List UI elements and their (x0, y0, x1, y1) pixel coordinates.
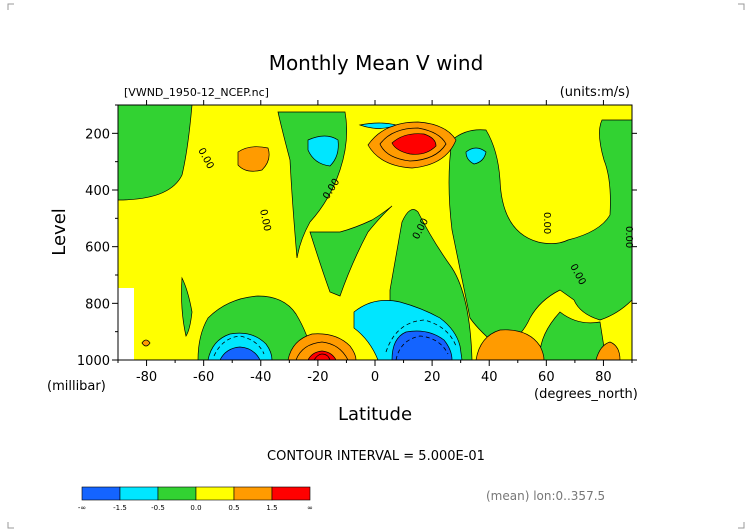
colorbar-swatch (271, 486, 311, 501)
contour-label: 0.00 (623, 226, 634, 248)
plot-area (118, 105, 632, 360)
colorbar-swatch (81, 486, 121, 501)
fill-orange-small (141, 339, 151, 347)
x-tick-label: -20 (307, 370, 328, 385)
fill-blue-center (391, 330, 453, 360)
fill-orange-bottom-right (475, 329, 545, 360)
colorbar-label: 1.5 (266, 504, 277, 512)
fill-cyan-upper (307, 135, 339, 167)
fill-green-strip (181, 276, 193, 337)
fill-cyan-left (207, 332, 273, 360)
fill-cyan-right (465, 147, 487, 165)
colorbar-label: 0.5 (228, 504, 239, 512)
contour-interval: CONTOUR INTERVAL = 5.000E-01 (267, 449, 485, 464)
fill-green-bottom-right (539, 311, 607, 360)
fill-blue-left (219, 346, 261, 360)
mean-info: (mean) lon:0..357.5 (486, 489, 605, 503)
fill-orange-bottom (287, 333, 357, 360)
colorbar-label: 0.0 (190, 504, 201, 512)
x-tick-label: -40 (250, 370, 271, 385)
x-tick-label: 20 (424, 370, 441, 385)
fill-green-mid (309, 205, 393, 297)
y-tick-label: 800 (85, 297, 110, 312)
fill-orange-far-right (595, 341, 621, 360)
x-tick-label: 40 (481, 370, 498, 385)
colorbar: -∞ -1.5 -0.5 0.0 0.5 1.5 ∞ (78, 486, 313, 512)
y-axis-label: Level (49, 208, 70, 256)
y-tick-label: 200 (85, 127, 110, 142)
colorbar-label: ∞ (307, 504, 313, 512)
fill-red-top (391, 133, 437, 155)
units-label: (units:m/s) (560, 85, 630, 100)
colorbar-swatch (157, 486, 197, 501)
x-tick-label: 80 (595, 370, 612, 385)
colorbar-label: -0.5 (151, 504, 165, 512)
x-tick-label: 60 (538, 370, 555, 385)
x-axis-label: Latitude (338, 404, 412, 425)
x-axis: -80 -60 -40 -20 0 20 40 60 80 (117, 100, 633, 385)
colorbar-label: -1.5 (113, 504, 127, 512)
y-tick-label: 600 (85, 241, 110, 256)
y-axis: 200 400 600 800 1000 (77, 104, 637, 369)
x-axis-units: (degrees_north) (534, 387, 638, 402)
y-axis-units: (millibar) (47, 379, 106, 394)
missing-data-strip (118, 288, 134, 360)
x-tick-label: 0 (371, 370, 379, 385)
solid-contours (295, 127, 447, 360)
x-tick-label: -80 (136, 370, 157, 385)
colorbar-label: -∞ (78, 504, 86, 512)
colorbar-swatch (119, 486, 159, 501)
colorbar-swatch (233, 486, 273, 501)
contour-label: 0.00 (257, 208, 272, 232)
y-tick-label: 400 (85, 184, 110, 199)
fill-cyan-strip (358, 122, 398, 129)
dashed-contours (213, 319, 457, 360)
crop-marks (7, 3, 745, 529)
x-tick-label: -60 (193, 370, 214, 385)
chart-title: Monthly Mean V wind (269, 51, 484, 75)
fill-orange-left (237, 146, 270, 172)
y-tick-label: 1000 (77, 354, 110, 369)
file-label: [VWND_1950-12_NCEP.nc] (124, 86, 269, 99)
fill-green-left (118, 105, 193, 201)
colorbar-swatch (195, 486, 235, 501)
contour-label: 0.00 (541, 212, 552, 234)
